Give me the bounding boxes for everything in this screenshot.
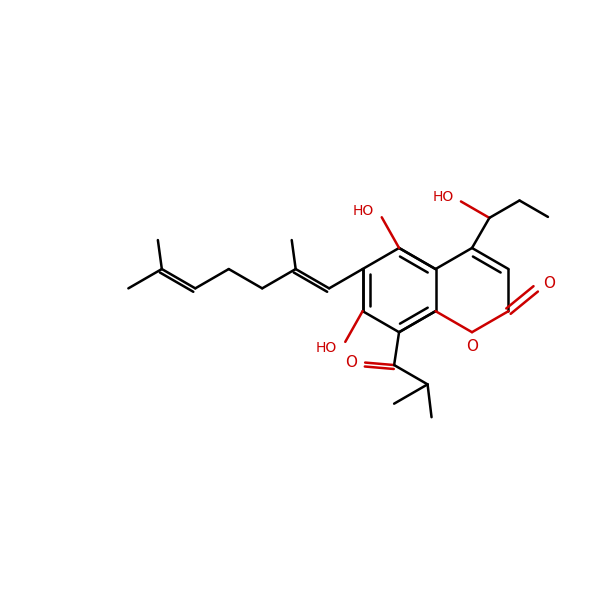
Text: O: O: [544, 277, 556, 292]
Text: HO: HO: [433, 190, 454, 205]
Text: HO: HO: [352, 205, 374, 218]
Text: HO: HO: [316, 341, 337, 355]
Text: O: O: [466, 338, 478, 353]
Text: O: O: [345, 355, 357, 370]
